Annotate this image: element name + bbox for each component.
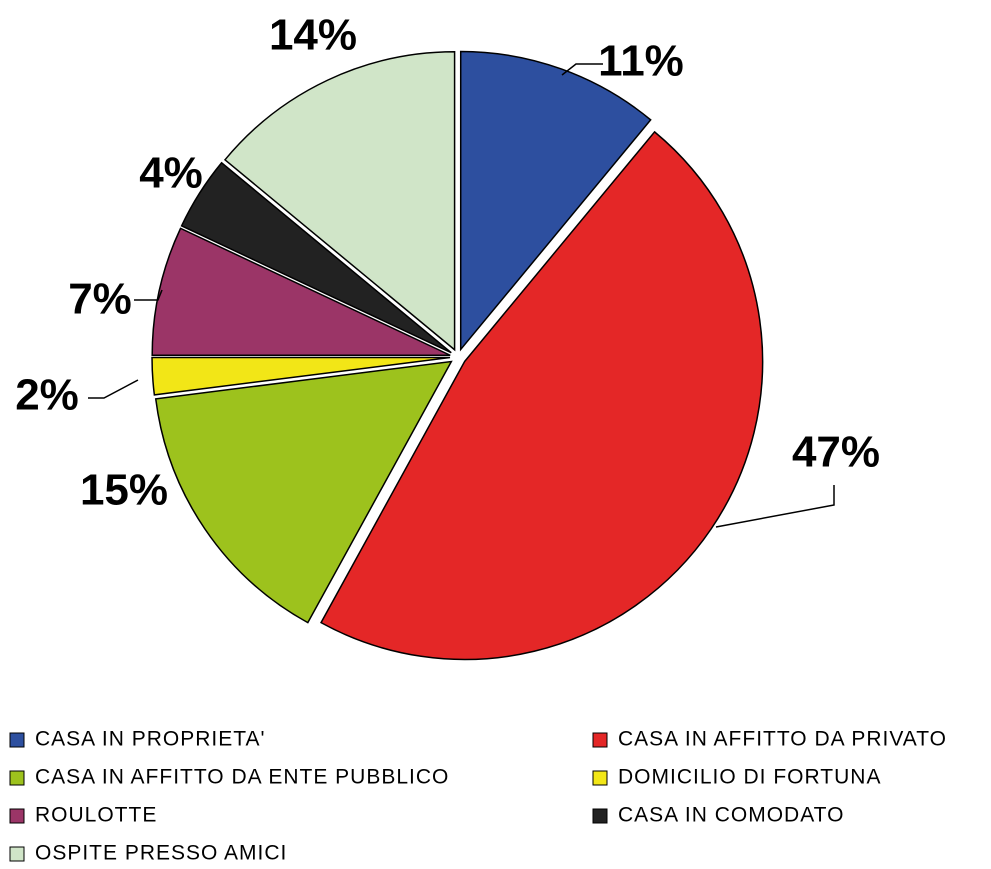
pie-slice [154,360,453,624]
data-label: 15% [80,466,168,515]
legend-swatch [9,732,25,748]
legend-label: DOMICILIO DI FORTUNA [618,766,881,789]
legend-swatch [592,732,608,748]
legend-swatch [592,770,608,786]
pie-slice [223,51,456,352]
legend-label: CASA IN AFFITTO DA PRIVATO [618,728,947,751]
data-label: 4% [139,149,203,198]
leader-line [715,485,835,528]
data-label: 47% [792,428,880,477]
legend-label: OSPITE PRESSO AMICI [35,842,287,865]
pie-slice [180,161,452,354]
legend-swatch [9,808,25,824]
data-label: 11% [598,37,684,86]
legend-label: ROULOTTE [35,804,157,827]
legend-label: CASA IN AFFITTO DA ENTE PUBBLICO [35,766,449,789]
legend-label: CASA IN COMODATO [618,804,844,827]
data-label: 2% [15,371,79,420]
data-label: 7% [68,275,132,324]
leader-line [561,63,603,76]
leader-line [134,289,163,301]
leader-line [88,379,139,399]
legend-swatch [592,808,608,824]
pie-slice [320,130,764,661]
legend-swatch [9,846,25,862]
data-label: 14% [269,11,357,60]
pie-slice [151,356,451,396]
pie-slice [151,227,451,357]
legend-label: CASA IN PROPRIETA' [35,728,266,751]
pie-slice [459,50,652,352]
legend-swatch [9,770,25,786]
